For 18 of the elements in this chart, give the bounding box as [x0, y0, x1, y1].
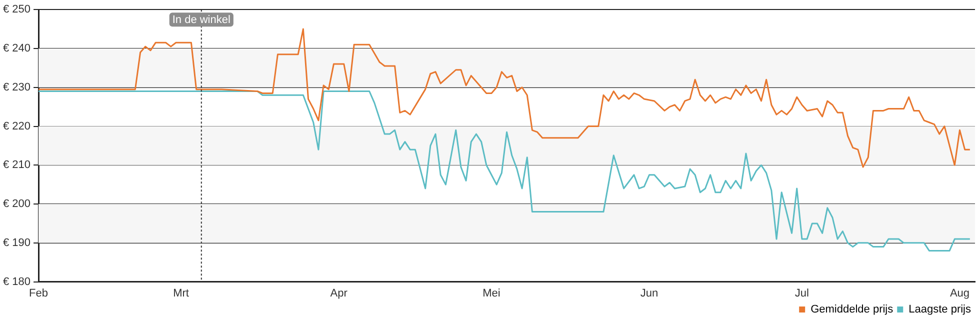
x-tick-label: Mrt [173, 287, 189, 300]
legend-label: Laagste prijs [908, 304, 972, 316]
x-tick-label: Jun [640, 287, 658, 300]
y-tick-label: € 240 [2, 42, 31, 55]
x-tick-label: Apr [330, 287, 348, 300]
x-tick-label: Aug [950, 287, 970, 300]
y-tick-label: € 220 [2, 120, 31, 132]
x-tick-label: Feb [29, 287, 48, 300]
x-tick-label: Mei [482, 287, 500, 300]
y-tick-label: € 230 [2, 81, 31, 94]
y-tick-label: € 190 [2, 236, 31, 249]
y-tick-label: € 200 [2, 198, 31, 210]
legend-label: Gemiddelde prijs [810, 304, 894, 316]
x-tick-label: Jul [794, 287, 809, 300]
y-tick-label: € 180 [2, 276, 31, 288]
y-tick-label: € 210 [2, 159, 31, 172]
y-tick-label: € 250 [2, 4, 31, 16]
ref-line-label: In de winkel [172, 14, 230, 26]
